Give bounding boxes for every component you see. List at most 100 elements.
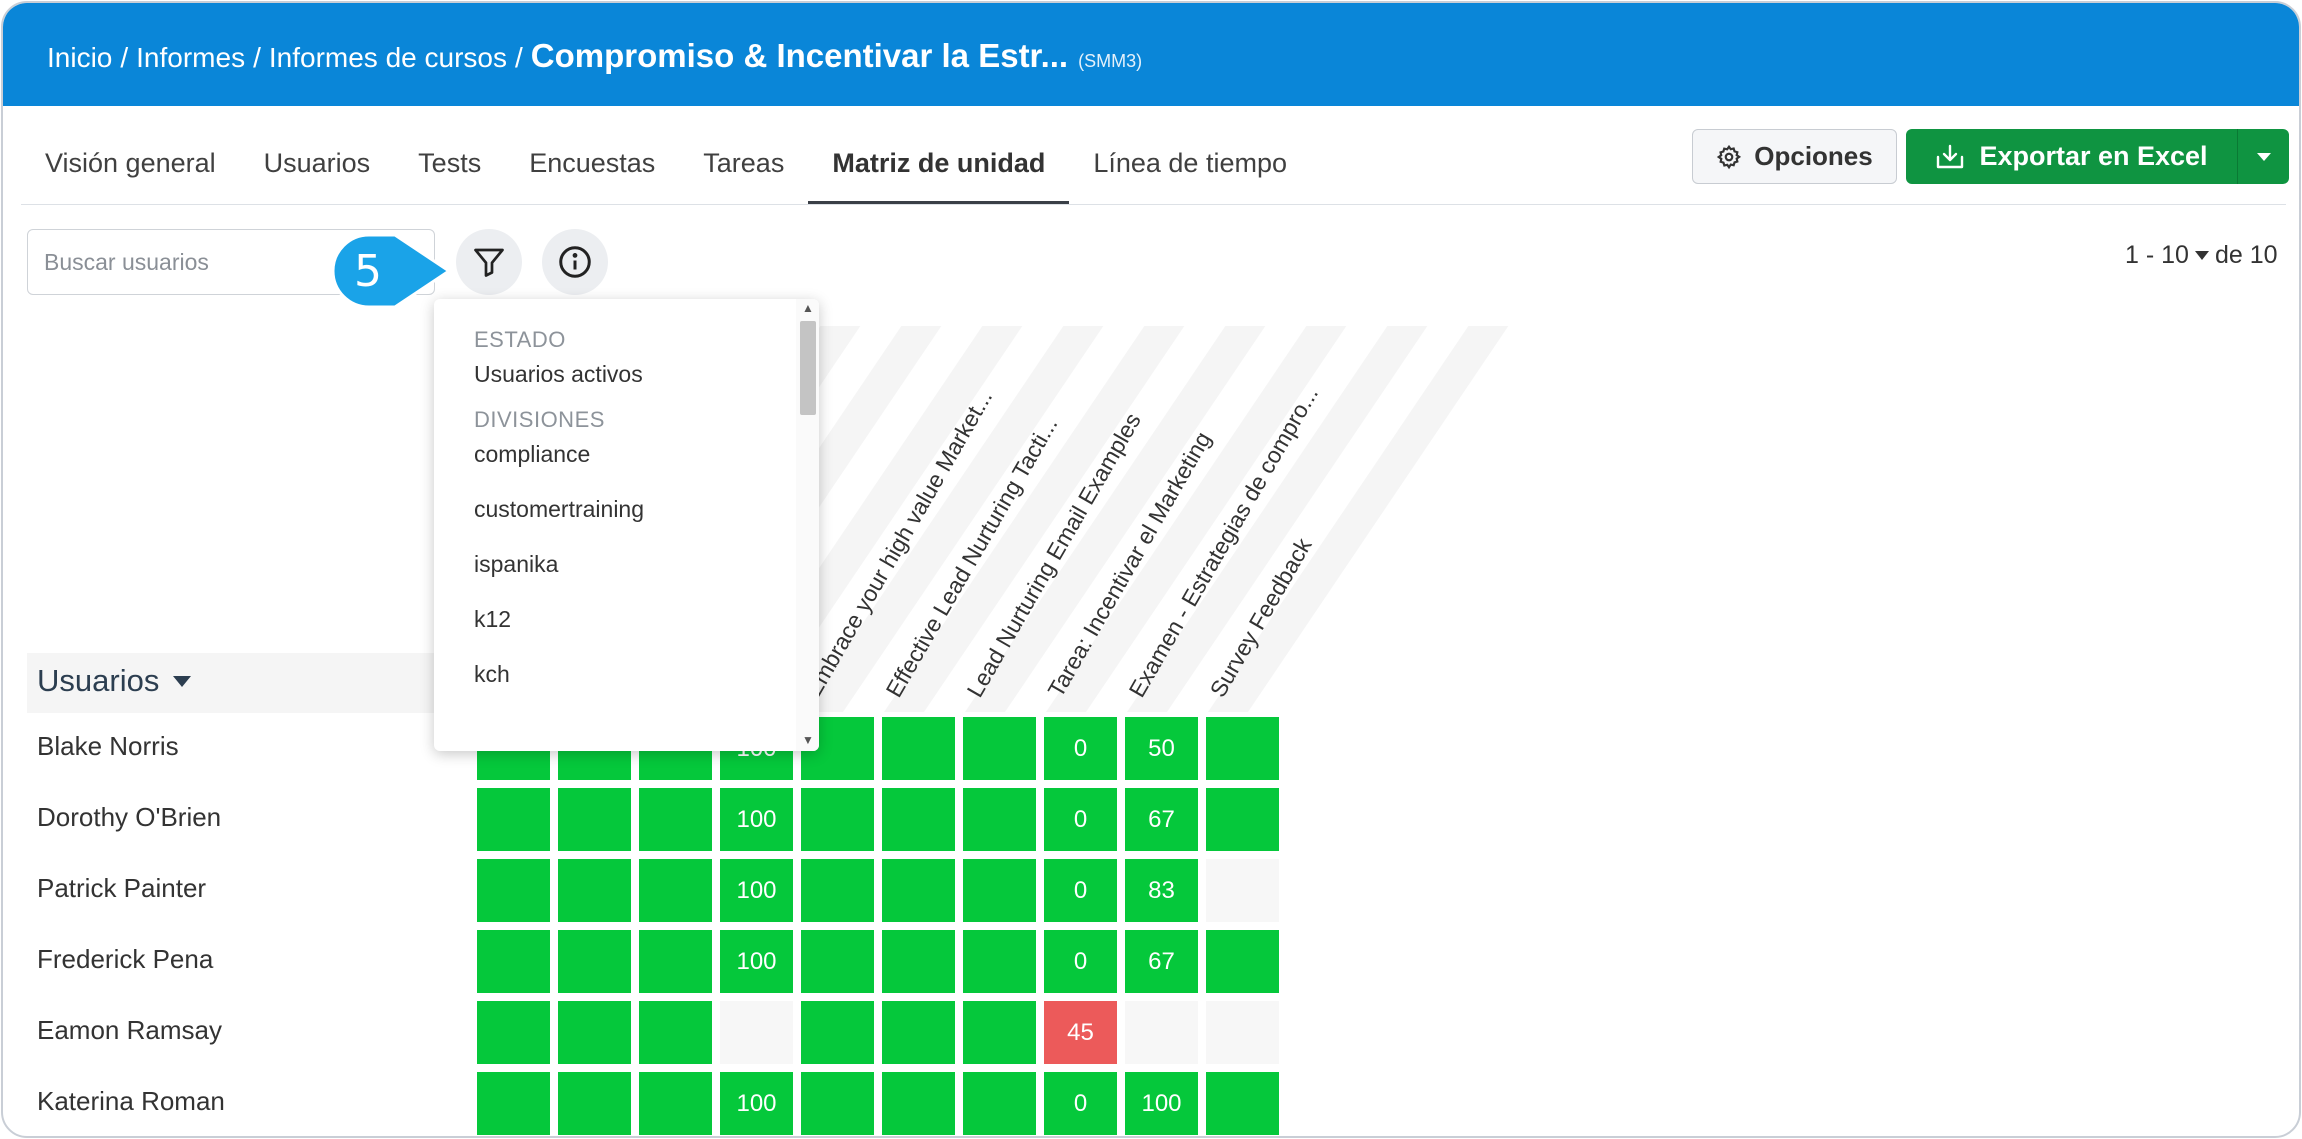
matrix-cell[interactable]: 100 [720,1072,793,1135]
page-title: Compromiso & Incentivar la Estr... [530,37,1069,74]
matrix-cell[interactable] [882,717,955,780]
matrix-cell[interactable] [720,1001,793,1064]
export-dropdown-toggle[interactable] [2237,129,2289,184]
matrix-cell[interactable] [801,1001,874,1064]
dropdown-option[interactable]: k12 [474,606,512,632]
tab-tareas[interactable]: Tareas [703,148,785,178]
matrix-cell[interactable] [963,717,1036,780]
matrix-cell[interactable] [882,1072,955,1135]
gear-icon [1717,144,1742,169]
matrix-cell[interactable] [477,930,550,993]
user-name[interactable]: Frederick Pena [37,944,214,974]
tab-tests[interactable]: Tests [418,148,482,178]
download-tray-icon [1937,144,1964,168]
user-name[interactable]: Dorothy O'Brien [37,802,222,832]
dropdown-option[interactable]: Usuarios activos [474,361,643,387]
matrix-cell[interactable] [639,930,712,993]
matrix-cell[interactable] [882,1001,955,1064]
tab-encuestas[interactable]: Encuestas [529,148,656,178]
matrix-cell[interactable] [801,930,874,993]
matrix-cell[interactable] [1206,788,1279,851]
matrix-cell[interactable]: 100 [720,930,793,993]
matrix-cell[interactable]: 0 [1044,859,1117,922]
matrix-cell[interactable]: 100 [720,788,793,851]
dropdown-option[interactable]: compliance [474,441,591,467]
matrix-cell[interactable] [639,859,712,922]
matrix-cell[interactable]: 0 [1044,788,1117,851]
breadcrumb-inicio[interactable]: Inicio [47,42,113,73]
export-excel-main[interactable]: Exportar en Excel [1906,129,2237,184]
dropdown-group-label: DIVISIONES [474,407,605,432]
matrix-cell[interactable]: 0 [1044,1072,1117,1135]
dropdown-option[interactable]: ispanika [474,551,559,577]
breadcrumb-informes-de-cursos[interactable]: Informes de cursos [268,42,507,73]
matrix-cell[interactable] [558,930,631,993]
matrix-cell[interactable] [801,788,874,851]
matrix-cell[interactable] [963,1072,1036,1135]
matrix-cell[interactable] [1206,859,1279,922]
matrix-cell[interactable]: 0 [1044,717,1117,780]
export-excel-button[interactable]: Exportar en Excel [1906,129,2289,184]
matrix-cell[interactable] [639,1001,712,1064]
matrix-cell[interactable] [801,859,874,922]
breadcrumb-informes[interactable]: Informes [136,42,246,73]
matrix-cell[interactable]: 83 [1125,859,1198,922]
user-name[interactable]: Blake Norris [37,731,179,761]
matrix-cell[interactable] [558,1001,631,1064]
users-column-header[interactable]: Usuarios [37,663,192,699]
filter-button[interactable] [456,229,522,295]
caret-down-icon[interactable] [2194,251,2209,260]
matrix-cell[interactable] [963,859,1036,922]
step-callout-number: 5 [354,245,382,297]
matrix-cell[interactable] [477,1001,550,1064]
user-name[interactable]: Patrick Painter [37,873,207,903]
matrix-cell[interactable] [477,788,550,851]
matrix-cell[interactable] [477,859,550,922]
matrix-cell[interactable] [882,859,955,922]
breadcrumb-separator: / [120,42,129,73]
tab-matriz-de-unidad[interactable]: Matriz de unidad [808,106,1070,205]
dropdown-option[interactable]: kch [474,661,510,687]
matrix-cell[interactable] [639,788,712,851]
breadcrumb-separator: / [514,42,523,73]
scroll-down-icon[interactable]: ▼ [802,733,814,747]
matrix-cell[interactable]: 45 [1044,1001,1117,1064]
matrix-cell[interactable] [1206,1001,1279,1064]
matrix-cell[interactable] [963,930,1036,993]
matrix-cell[interactable]: 0 [1044,930,1117,993]
user-name[interactable]: Eamon Ramsay [37,1015,222,1045]
user-name[interactable]: Katerina Roman [37,1086,225,1116]
matrix-cell[interactable] [963,788,1036,851]
dropdown-option[interactable]: customertraining [474,496,645,522]
matrix-cell[interactable]: 50 [1125,717,1198,780]
tab-usuarios[interactable]: Usuarios [263,148,371,178]
matrix-cell[interactable] [1206,717,1279,780]
matrix-cell[interactable] [1206,930,1279,993]
dropdown-scrollbar-thumb[interactable] [800,321,816,415]
matrix-cell[interactable] [1125,1001,1198,1064]
matrix-cell[interactable] [558,859,631,922]
users-header-bg [27,653,463,713]
matrix-cell[interactable] [801,1072,874,1135]
matrix-cell[interactable]: 100 [720,859,793,922]
breadcrumb: Inicio / Informes / Informes de cursos /… [47,37,1142,75]
matrix-cell[interactable] [558,788,631,851]
filter-funnel-icon [474,248,504,277]
matrix-cell[interactable] [882,930,955,993]
matrix-cell[interactable] [477,1072,550,1135]
matrix-cell[interactable]: 100 [1125,1072,1198,1135]
matrix-cell[interactable] [1206,1072,1279,1135]
matrix-cell[interactable] [639,1072,712,1135]
pagination-range[interactable]: 1 - 10 [2125,241,2189,269]
info-button[interactable] [542,229,608,295]
tab-visión-general[interactable]: Visión general [45,148,216,178]
options-button[interactable]: Opciones [1692,129,1897,184]
scroll-up-icon[interactable]: ▲ [802,301,814,315]
tab-línea-de-tiempo[interactable]: Línea de tiempo [1093,148,1287,178]
matrix-cell[interactable] [963,1001,1036,1064]
matrix-cell[interactable]: 67 [1125,930,1198,993]
matrix-cell[interactable]: 67 [1125,788,1198,851]
matrix-cell[interactable] [882,788,955,851]
matrix-cell[interactable] [558,1072,631,1135]
